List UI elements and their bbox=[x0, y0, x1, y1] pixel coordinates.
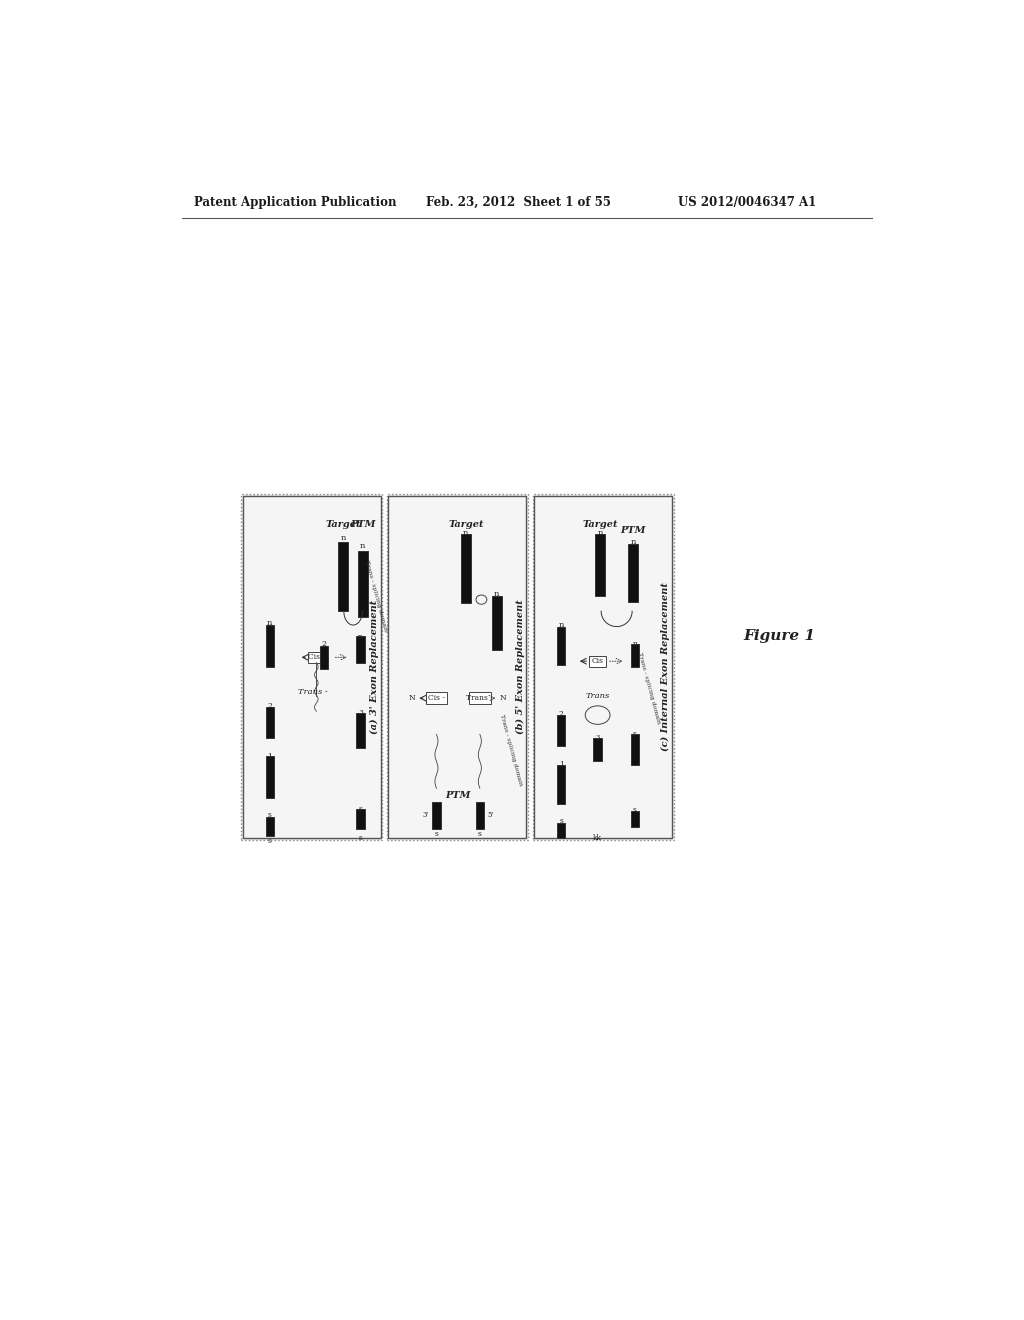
Text: 2: 2 bbox=[559, 710, 563, 718]
Text: 1: 1 bbox=[267, 754, 272, 762]
Text: n: n bbox=[558, 620, 564, 630]
Text: 3: 3 bbox=[596, 734, 600, 742]
Bar bbox=[265, 708, 274, 738]
Bar bbox=[631, 644, 639, 668]
Text: N: N bbox=[500, 694, 507, 702]
Text: 2: 2 bbox=[322, 640, 327, 648]
Text: US 2012/0046347 A1: US 2012/0046347 A1 bbox=[678, 197, 816, 209]
Text: Cis -: Cis - bbox=[428, 694, 445, 702]
Text: PTM: PTM bbox=[621, 525, 646, 535]
Text: Trans: Trans bbox=[586, 692, 609, 700]
Bar bbox=[426, 693, 447, 704]
Text: 3': 3' bbox=[423, 812, 429, 820]
Bar bbox=[432, 801, 440, 829]
Bar bbox=[589, 656, 606, 667]
Text: Trans -: Trans - bbox=[466, 694, 494, 702]
Text: n: n bbox=[633, 639, 637, 648]
Text: n: n bbox=[358, 632, 362, 640]
Bar bbox=[629, 544, 638, 602]
Text: Trans - splicing domain: Trans - splicing domain bbox=[637, 652, 660, 725]
Bar bbox=[557, 766, 565, 804]
Text: n: n bbox=[597, 528, 603, 537]
Text: (a) 3' Exon Replacement: (a) 3' Exon Replacement bbox=[370, 599, 379, 734]
Text: Target: Target bbox=[583, 520, 617, 529]
Bar bbox=[308, 652, 325, 663]
Text: s: s bbox=[478, 830, 481, 838]
Text: s: s bbox=[358, 805, 362, 813]
Bar bbox=[631, 734, 639, 766]
Bar bbox=[595, 535, 605, 595]
Text: s: s bbox=[268, 837, 271, 845]
Text: Trans -: Trans - bbox=[298, 688, 328, 696]
Text: (b) 5' Exon Replacement: (b) 5' Exon Replacement bbox=[516, 599, 524, 734]
Text: Target: Target bbox=[449, 520, 483, 529]
Text: s: s bbox=[633, 805, 637, 814]
Text: Target: Target bbox=[326, 520, 361, 529]
Bar bbox=[557, 627, 565, 665]
Text: n: n bbox=[463, 528, 469, 537]
Bar bbox=[265, 817, 274, 837]
FancyBboxPatch shape bbox=[535, 496, 672, 838]
Text: PTM: PTM bbox=[445, 792, 471, 800]
Text: s: s bbox=[559, 817, 563, 825]
FancyBboxPatch shape bbox=[388, 496, 526, 838]
FancyBboxPatch shape bbox=[241, 494, 382, 840]
Bar bbox=[356, 636, 365, 663]
Text: Trans - splicing domain: Trans - splicing domain bbox=[499, 713, 523, 787]
Text: n: n bbox=[631, 537, 636, 546]
Text: n: n bbox=[360, 541, 366, 549]
Bar bbox=[557, 715, 565, 746]
Bar bbox=[631, 812, 639, 826]
FancyBboxPatch shape bbox=[532, 494, 674, 840]
Text: n: n bbox=[267, 619, 272, 627]
Text: Patent Application Publication: Patent Application Publication bbox=[194, 197, 396, 209]
Bar bbox=[475, 801, 484, 829]
Text: 1: 1 bbox=[559, 762, 563, 770]
Text: N: N bbox=[409, 694, 416, 702]
Text: 5': 5' bbox=[487, 812, 494, 820]
Bar bbox=[357, 552, 368, 616]
Text: 3: 3 bbox=[358, 709, 362, 717]
Bar bbox=[492, 595, 502, 649]
Bar bbox=[338, 543, 348, 611]
Text: n: n bbox=[495, 590, 500, 598]
Text: (c) Internal Exon Replacement: (c) Internal Exon Replacement bbox=[662, 582, 671, 751]
Text: s: s bbox=[358, 833, 362, 842]
Bar bbox=[469, 693, 490, 704]
Text: 2: 2 bbox=[267, 702, 272, 710]
Bar bbox=[265, 755, 274, 797]
Bar bbox=[461, 535, 471, 603]
FancyBboxPatch shape bbox=[243, 496, 381, 838]
Text: Trans - splicing domain: Trans - splicing domain bbox=[364, 560, 388, 632]
Text: Cis: Cis bbox=[592, 657, 604, 665]
Text: PTM: PTM bbox=[350, 520, 376, 529]
FancyBboxPatch shape bbox=[387, 494, 528, 840]
Bar bbox=[319, 645, 329, 669]
Bar bbox=[265, 624, 274, 667]
Text: n: n bbox=[341, 535, 346, 543]
Text: Feb. 23, 2012  Sheet 1 of 55: Feb. 23, 2012 Sheet 1 of 55 bbox=[426, 197, 611, 209]
Text: s: s bbox=[268, 812, 271, 820]
Text: s: s bbox=[633, 730, 637, 738]
Bar bbox=[557, 822, 565, 838]
Text: Cis -: Cis - bbox=[308, 653, 325, 661]
Text: Figure 1: Figure 1 bbox=[743, 628, 815, 643]
Text: kk: kk bbox=[593, 834, 602, 842]
Bar bbox=[593, 738, 602, 762]
Text: s: s bbox=[434, 830, 438, 838]
Bar bbox=[356, 809, 365, 829]
Bar bbox=[356, 713, 365, 748]
